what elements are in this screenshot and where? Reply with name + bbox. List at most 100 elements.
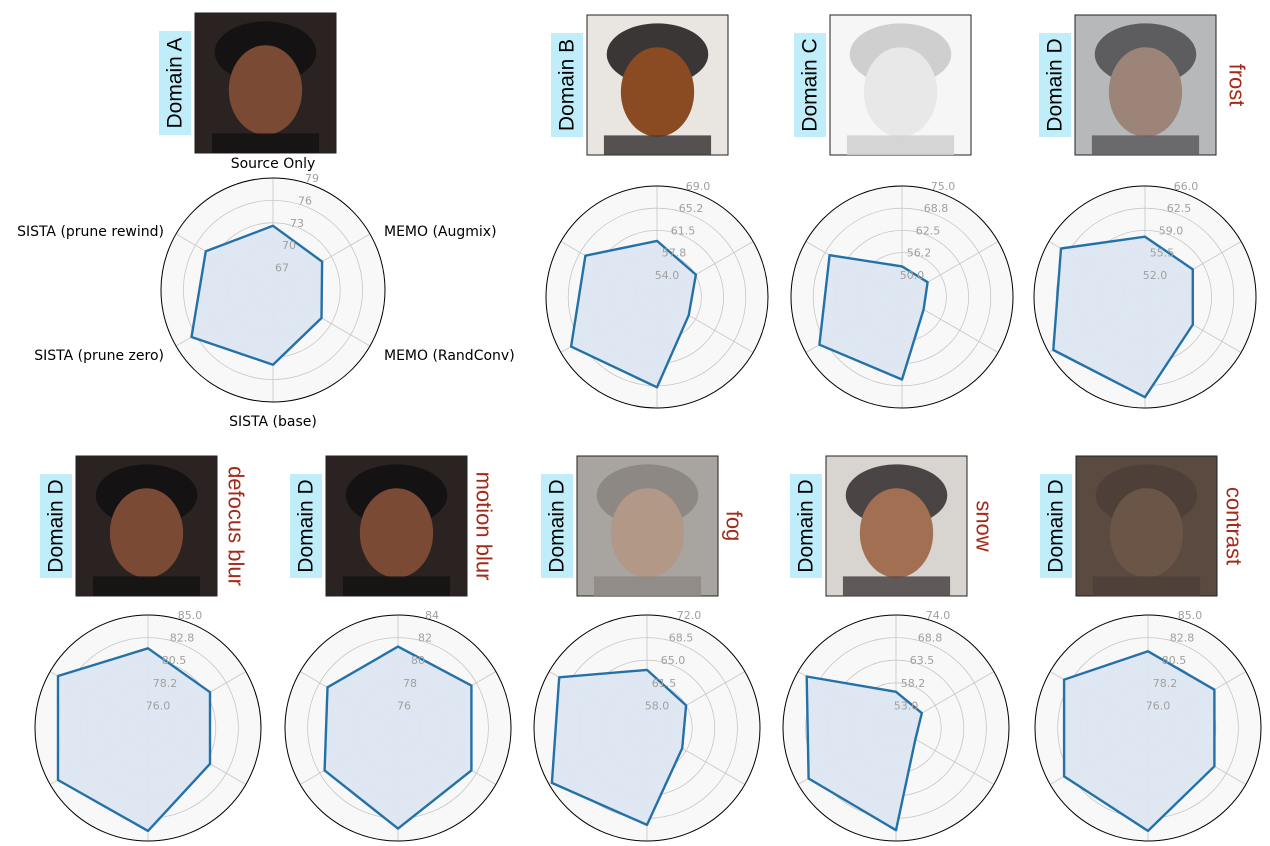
series-polygon <box>323 645 473 830</box>
sample-image <box>1074 14 1217 156</box>
tick-label: 58.2 <box>901 677 926 690</box>
series-polygon <box>550 668 688 827</box>
tick-label: 56.2 <box>907 247 932 260</box>
axis-category-label: MEMO (RandConv) <box>384 348 515 364</box>
axis-category-label: SISTA (prune rewind) <box>17 224 164 240</box>
domain-badge: Domain D <box>541 474 573 578</box>
sample-image <box>586 14 729 156</box>
tick-label: 73 <box>290 217 304 230</box>
axis-category-label: SISTA (base) <box>229 414 317 430</box>
tick-label: 62.5 <box>916 224 941 237</box>
tick-label: 76 <box>298 194 312 207</box>
domain-label: Domain A <box>164 37 187 128</box>
series-polygon <box>190 224 324 366</box>
tick-label: 58.0 <box>645 699 670 712</box>
domain-label: Domain D <box>1044 38 1067 131</box>
corruption-label: defocus blur <box>224 466 249 586</box>
tick-label: 85.0 <box>178 609 203 622</box>
tick-label: 53.0 <box>894 699 919 712</box>
tick-label: 72.0 <box>677 609 702 622</box>
corruption-label: fog <box>722 511 747 542</box>
polar-frame <box>160 177 386 403</box>
radar-chart: 76 78 80 82 84 <box>284 609 512 842</box>
tick-label: 52.0 <box>1143 269 1168 282</box>
sample-image <box>75 455 218 597</box>
radar-chart: 50.0 56.2 62.5 68.8 75.0 <box>790 180 1014 409</box>
tick-label: 67 <box>275 262 289 275</box>
tick-label: 54.0 <box>655 269 680 282</box>
axis-category-label: Source Only <box>231 156 316 172</box>
series-polygon <box>569 239 698 389</box>
sample-image <box>325 455 468 597</box>
tick-label: 84 <box>425 609 439 622</box>
tick-label: 78 <box>403 677 417 690</box>
radar-chart: 54.0 57.8 61.5 65.2 69.0 <box>545 180 769 409</box>
series-polygon <box>1052 235 1195 399</box>
polar-frame <box>533 614 761 842</box>
tick-label: 82 <box>418 632 432 645</box>
tick-label: 62.5 <box>1167 202 1192 215</box>
domain-badge: Domain D <box>40 474 72 578</box>
radar-chart: 52.0 55.5 59.0 62.5 66.0 <box>1033 180 1257 409</box>
tick-label: 75.0 <box>931 180 956 193</box>
sample-image <box>194 12 337 154</box>
tick-label: 65.2 <box>679 202 704 215</box>
tick-label: 66.0 <box>1174 180 1199 193</box>
polar-frame <box>284 614 512 842</box>
tick-label: 61.5 <box>652 677 677 690</box>
radar-chart: 58.0 61.5 65.0 68.5 72.0 <box>533 609 761 842</box>
domain-label: Domain B <box>556 39 579 131</box>
domain-badge: Domain C <box>794 33 826 137</box>
tick-label: 50.0 <box>900 269 925 282</box>
polar-frame <box>782 614 1010 842</box>
tick-label: 65.0 <box>661 654 686 667</box>
domain-badge: Domain B <box>551 33 583 137</box>
tick-label: 69.0 <box>686 180 711 193</box>
corruption-label: frost <box>1225 64 1250 107</box>
polar-frame <box>790 185 1014 409</box>
tick-label: 76 <box>397 699 411 712</box>
tick-label: 85.0 <box>1178 609 1203 622</box>
series-polygon <box>805 675 923 832</box>
domain-badge: Domain D <box>1039 33 1071 137</box>
tick-label: 63.5 <box>910 654 935 667</box>
tick-label: 61.5 <box>671 224 696 237</box>
corruption-label: contrast <box>1222 487 1247 565</box>
domain-badge: Domain D <box>790 474 822 578</box>
tick-label: 59.0 <box>1159 224 1184 237</box>
tick-label: 68.8 <box>918 632 943 645</box>
tick-label: 68.5 <box>669 632 694 645</box>
series-polygon <box>818 253 929 381</box>
corruption-label: motion blur <box>472 472 497 581</box>
domain-badge: Domain D <box>1040 474 1072 578</box>
tick-label: 82.8 <box>1170 632 1195 645</box>
domain-label: Domain D <box>295 479 318 572</box>
radar-chart: 53.0 58.2 63.5 68.8 74.0 <box>782 609 1010 842</box>
axis-category-label: MEMO (Augmix) <box>384 224 497 240</box>
domain-label: Domain D <box>546 479 569 572</box>
tick-label: 80.5 <box>162 654 187 667</box>
tick-label: 76.0 <box>1146 699 1171 712</box>
domain-label: Domain D <box>795 479 818 572</box>
radar-chart: 76.0 78.2 80.5 82.8 85.0 <box>1034 609 1262 842</box>
domain-label: Domain D <box>1045 479 1068 572</box>
sample-image <box>825 455 968 597</box>
series-polygon <box>56 647 212 833</box>
tick-label: 78.2 <box>1153 677 1178 690</box>
tick-label: 80 <box>411 654 425 667</box>
polar-frame <box>1034 614 1262 842</box>
tick-label: 82.8 <box>170 632 195 645</box>
polar-frame <box>34 614 262 842</box>
polar-frame <box>1033 185 1257 409</box>
sample-image <box>1075 455 1218 597</box>
tick-label: 70 <box>282 239 296 252</box>
tick-label: 57.8 <box>662 247 687 260</box>
tick-label: 79 <box>305 172 319 185</box>
sample-image <box>829 14 972 156</box>
corruption-label: snow <box>972 500 997 551</box>
axis-category-label: SISTA (prune zero) <box>34 348 164 364</box>
sample-image <box>576 455 719 597</box>
radar-chart: 76.0 78.2 80.5 82.8 85.0 <box>34 609 262 842</box>
